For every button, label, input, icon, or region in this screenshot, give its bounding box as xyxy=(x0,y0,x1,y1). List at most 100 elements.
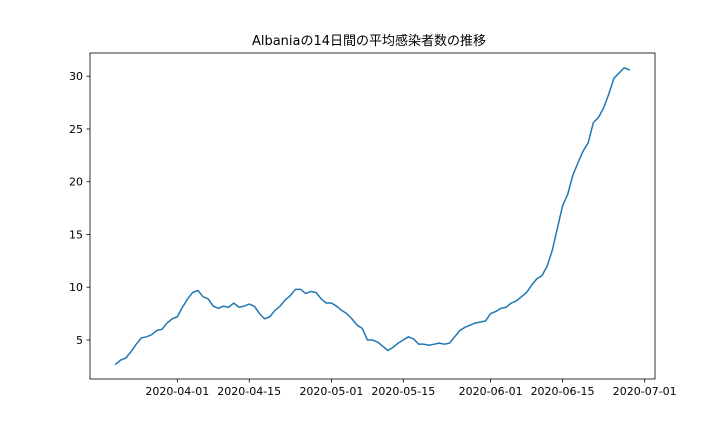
data-point xyxy=(588,142,589,143)
data-point xyxy=(367,339,368,340)
data-point xyxy=(500,308,501,309)
y-tick-label: 5 xyxy=(76,334,83,347)
data-point xyxy=(572,175,573,176)
data-point xyxy=(321,298,322,299)
data-point xyxy=(541,275,542,276)
data-point xyxy=(475,322,476,323)
data-point xyxy=(567,194,568,195)
data-point xyxy=(511,302,512,303)
x-tick-label: 2020-07-01 xyxy=(613,385,677,398)
data-point xyxy=(490,313,491,314)
data-point xyxy=(362,328,363,329)
data-point xyxy=(218,308,219,309)
data-point xyxy=(454,336,455,337)
data-point xyxy=(223,306,224,307)
data-point xyxy=(249,303,250,304)
data-point xyxy=(439,343,440,344)
x-tick-label: 2020-04-15 xyxy=(217,385,281,398)
data-point xyxy=(547,266,548,267)
x-axis: 2020-04-01 2020-04-15 2020-05-01 2020-05-15… xyxy=(145,379,677,398)
data-point xyxy=(629,69,630,70)
plot-frame xyxy=(89,52,656,380)
series-line xyxy=(114,67,631,365)
data-point xyxy=(182,307,183,308)
data-point xyxy=(408,336,409,337)
data-point xyxy=(351,318,352,319)
data-point xyxy=(449,343,450,344)
data-point xyxy=(233,302,234,303)
data-point xyxy=(315,292,316,293)
y-tick-label: 30 xyxy=(69,70,83,83)
data-point xyxy=(557,228,558,229)
data-point xyxy=(264,318,265,319)
data-point xyxy=(228,307,229,308)
data-point xyxy=(192,292,193,293)
y-axis: 5 10 15 20 25 30 xyxy=(69,70,90,347)
y-tick-label: 25 xyxy=(69,123,83,136)
data-point xyxy=(403,339,404,340)
data-point xyxy=(603,107,604,108)
x-tick-label: 2020-06-15 xyxy=(531,385,595,398)
x-tick-label: 2020-04-01 xyxy=(145,385,209,398)
y-tick-label: 20 xyxy=(69,176,83,189)
data-point xyxy=(336,306,337,307)
data-point xyxy=(356,325,357,326)
data-point xyxy=(613,78,614,79)
data-point xyxy=(300,289,301,290)
data-point xyxy=(172,318,173,319)
data-point xyxy=(274,310,275,311)
data-point xyxy=(166,322,167,323)
data-point xyxy=(151,334,152,335)
data-point xyxy=(624,67,625,68)
data-point xyxy=(398,343,399,344)
data-point xyxy=(464,327,465,328)
data-point xyxy=(459,330,460,331)
data-point xyxy=(341,310,342,311)
data-point xyxy=(269,316,270,317)
data-point xyxy=(382,346,383,347)
data-point xyxy=(444,344,445,345)
data-point xyxy=(521,296,522,297)
data-point xyxy=(141,337,142,338)
data-point xyxy=(469,325,470,326)
x-tick-label: 2020-05-01 xyxy=(299,385,363,398)
data-point xyxy=(593,122,594,123)
data-point xyxy=(120,359,121,360)
data-point xyxy=(423,344,424,345)
data-point xyxy=(305,293,306,294)
data-point xyxy=(161,329,162,330)
data-point xyxy=(428,345,429,346)
data-point xyxy=(434,344,435,345)
data-point xyxy=(238,307,239,308)
data-point xyxy=(480,321,481,322)
plot-border xyxy=(89,52,656,380)
data-point xyxy=(505,307,506,308)
data-point xyxy=(254,306,255,307)
data-point xyxy=(392,347,393,348)
data-point xyxy=(372,339,373,340)
data-point xyxy=(331,302,332,303)
x-tick-label: 2020-06-01 xyxy=(459,385,523,398)
data-point xyxy=(526,292,527,293)
data-point xyxy=(310,291,311,292)
data-point xyxy=(413,338,414,339)
data-point xyxy=(259,313,260,314)
series-layer xyxy=(114,67,631,365)
data-point xyxy=(177,316,178,317)
data-point xyxy=(418,344,419,345)
data-point xyxy=(387,350,388,351)
y-tick-label: 15 xyxy=(69,228,83,241)
data-point xyxy=(618,72,619,73)
data-point xyxy=(531,285,532,286)
data-point xyxy=(346,313,347,314)
data-point xyxy=(495,311,496,312)
data-point xyxy=(130,351,131,352)
data-point xyxy=(243,306,244,307)
data-point xyxy=(213,306,214,307)
y-tick-label: 10 xyxy=(69,281,83,294)
data-point xyxy=(208,298,209,299)
data-point xyxy=(187,298,188,299)
data-point xyxy=(326,302,327,303)
data-point xyxy=(577,162,578,163)
